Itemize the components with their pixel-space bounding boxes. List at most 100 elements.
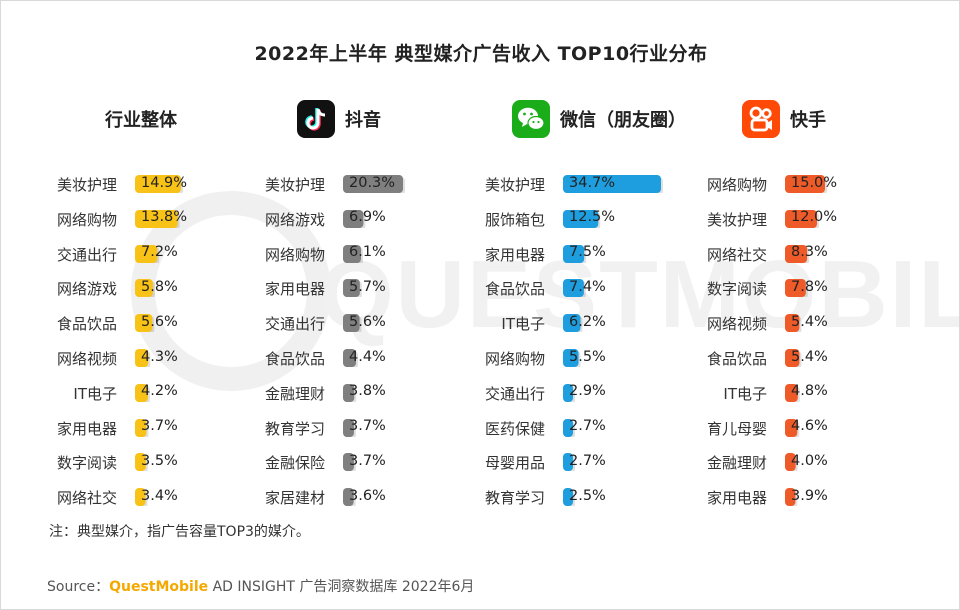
bar	[135, 383, 150, 402]
category-label: 食品饮品	[706, 350, 767, 368]
bar-rect	[563, 209, 599, 228]
bar-rect	[563, 314, 581, 333]
bar	[785, 349, 802, 367]
bar-rect	[343, 418, 354, 437]
value-label: 5.4%	[791, 348, 828, 365]
bar	[135, 453, 148, 472]
source-brand: QuestMobile	[109, 579, 209, 595]
bar-rect	[343, 244, 362, 263]
category-label: 网络视频	[56, 350, 117, 368]
value-label: 3.4%	[141, 487, 178, 504]
bar	[563, 383, 575, 402]
value-label: 3.6%	[349, 487, 386, 504]
bar-rect	[785, 244, 808, 263]
value-label: 6.9%	[349, 209, 386, 226]
value-label: 7.2%	[141, 244, 178, 261]
panel-header-0: 行业整体	[105, 98, 177, 140]
category-label: 金融保险	[264, 454, 325, 473]
bar	[785, 175, 827, 193]
panel-title: 行业整体	[105, 110, 177, 131]
value-label: 15.0%	[791, 174, 838, 191]
bar	[785, 453, 798, 472]
category-label: 母婴用品	[484, 454, 545, 473]
bar	[563, 209, 601, 228]
bar-rect	[343, 175, 403, 193]
category-label: 网络视频	[706, 315, 767, 334]
bar-rect	[563, 488, 573, 507]
panel-header-2: 微信（朋友圈）	[512, 98, 686, 140]
panel-title: 快手	[790, 110, 826, 131]
value-label: 8.3%	[791, 244, 828, 261]
bar	[785, 314, 802, 333]
value-label: 5.7%	[349, 278, 386, 295]
category-label: 数字阅读	[706, 280, 767, 299]
bar-rect	[785, 418, 798, 437]
category-label: 食品饮品	[484, 280, 545, 299]
category-label: 美妆护理	[484, 176, 545, 194]
bar-rect	[785, 488, 796, 507]
chart-title: 2022年上半年 典型媒介广告收入 TOP10行业分布	[254, 43, 708, 65]
bar	[563, 453, 575, 472]
panel-title: 抖音	[345, 110, 381, 131]
bar	[135, 279, 155, 298]
value-label: 7.8%	[791, 278, 828, 295]
panel-header-1: 抖音	[297, 98, 381, 140]
bar-rect	[563, 175, 661, 193]
bar	[343, 453, 356, 472]
category-label: 食品饮品	[264, 350, 325, 368]
category-label: 网络社交	[706, 245, 767, 264]
value-label: 2.7%	[569, 452, 606, 469]
bar-rect	[343, 453, 354, 472]
value-label: 4.8%	[791, 383, 828, 400]
value-label: 13.8%	[141, 209, 188, 226]
bar	[135, 175, 183, 193]
value-label: 3.9%	[791, 487, 828, 504]
category-label: 家用电器	[264, 280, 325, 299]
category-label: IT电子	[501, 315, 545, 334]
category-label: 家用电器	[706, 489, 767, 508]
bar	[135, 209, 180, 228]
category-label: 网络购物	[484, 350, 545, 368]
bar-rect	[563, 418, 573, 437]
value-label: 3.7%	[349, 452, 386, 469]
bar	[563, 175, 663, 193]
value-label: 5.5%	[569, 348, 606, 365]
bar-rect	[135, 488, 146, 507]
category-label: 网络游戏	[56, 280, 117, 299]
bar-rect	[343, 383, 355, 402]
value-label: 12.5%	[569, 209, 616, 226]
value-label: 12.0%	[791, 209, 838, 226]
bar-rect	[563, 383, 573, 402]
bar	[343, 279, 362, 298]
bar	[135, 244, 160, 263]
category-label: 金融理财	[264, 384, 325, 403]
value-label: 3.5%	[141, 452, 178, 469]
value-label: 3.7%	[349, 418, 386, 435]
panel-title: 微信（朋友圈）	[560, 110, 686, 131]
bar	[785, 488, 798, 507]
bar	[563, 279, 586, 298]
bar-rect	[135, 244, 158, 263]
category-label: 交通出行	[56, 245, 117, 264]
bar-rect	[563, 349, 579, 367]
category-label: 金融理财	[706, 454, 767, 473]
value-label: 4.0%	[791, 452, 828, 469]
category-label: 教育学习	[264, 419, 325, 438]
bar-rect	[135, 314, 153, 333]
bar-rect	[135, 209, 178, 228]
bar	[343, 244, 364, 263]
bar-rect	[343, 488, 354, 507]
bar	[343, 383, 357, 402]
category-label: 家用电器	[56, 419, 117, 438]
category-label: 交通出行	[264, 315, 325, 334]
category-label: 网络购物	[706, 176, 767, 194]
category-label: 网络购物	[56, 210, 117, 229]
bar	[785, 383, 800, 402]
value-label: 6.2%	[569, 313, 606, 330]
bar	[785, 244, 810, 263]
bar	[135, 488, 148, 507]
bar-rect	[785, 279, 806, 298]
bar	[135, 314, 155, 333]
bar-rect	[563, 244, 585, 263]
